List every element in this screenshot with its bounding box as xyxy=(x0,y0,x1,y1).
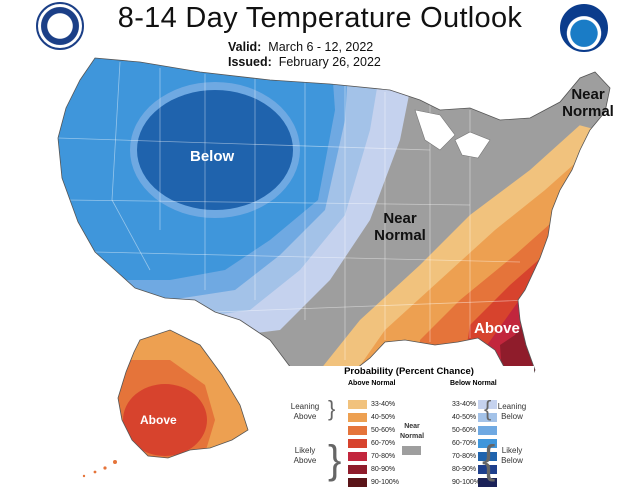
legend-below-swatch xyxy=(478,400,497,409)
valid-value: March 6 - 12, 2022 xyxy=(268,40,374,54)
legend-above-range: 33-40% xyxy=(371,401,396,408)
legend-likely-below: Likely Below xyxy=(501,446,523,465)
label-near-ne-line2: Normal xyxy=(562,103,614,120)
legend-above-range: 80-90% xyxy=(371,466,396,473)
legend-above-swatch xyxy=(348,400,367,409)
legend-title: Probability (Percent Chance) xyxy=(344,366,474,377)
legend-below-header: Below Normal xyxy=(450,380,497,387)
valid-line: Valid: March 6 - 12, 2022 xyxy=(228,40,373,54)
legend-above-range: 90-100% xyxy=(371,479,400,486)
legend-below-range: 90-100% xyxy=(452,479,481,486)
legend-below-range: 33-40% xyxy=(452,401,477,408)
brace-likely-above: } xyxy=(328,438,342,482)
brace-likely-below: { xyxy=(482,438,496,482)
legend-below-swatch xyxy=(478,465,497,474)
legend-near-swatch xyxy=(402,446,421,455)
aleutians xyxy=(82,460,117,478)
label-below: Below xyxy=(190,148,235,165)
issued-line: Issued: February 26, 2022 xyxy=(228,55,381,69)
legend-near-label: Near Normal xyxy=(392,422,432,442)
legend-above-header: Above Normal xyxy=(348,380,396,387)
page-title: 8-14 Day Temperature Outlook xyxy=(117,2,523,34)
valid-label: Valid: xyxy=(228,40,262,54)
brace-leaning-below: { xyxy=(484,396,492,421)
label-near-normal-central: Near Normal xyxy=(374,210,426,244)
legend-leaning-below: Leaning Below xyxy=(497,402,527,421)
alaska-outline xyxy=(117,329,249,459)
issued-value: February 26, 2022 xyxy=(278,55,381,69)
legend-below-range: 40-50% xyxy=(452,414,477,421)
legend-leaning-above: Leaning Above xyxy=(290,402,320,421)
brace-leaning-above: } xyxy=(328,396,336,421)
legend-above-range: 50-60% xyxy=(371,427,396,434)
noaa-logo xyxy=(560,4,608,52)
label-near-normal-ne: Near Normal xyxy=(560,86,616,120)
legend-below-range: 80-90% xyxy=(452,466,477,473)
label-near-ne-line1: Near xyxy=(571,86,605,103)
legend-above-swatch xyxy=(348,465,367,474)
legend-above-swatch xyxy=(348,413,367,422)
legend-above-range: 40-50% xyxy=(371,414,396,421)
legend-near-label-1: Near xyxy=(404,423,420,430)
legend-below-swatch xyxy=(478,439,497,448)
legend-above-range: 70-80% xyxy=(371,453,396,460)
doc-seal-logo xyxy=(36,2,84,50)
legend-below-swatch xyxy=(478,478,497,487)
legend-above-range: 60-70% xyxy=(371,440,396,447)
alaska-bands xyxy=(118,330,248,458)
legend-below-range: 70-80% xyxy=(452,453,477,460)
label-above-ak: Above xyxy=(140,413,177,427)
legend-near-label-2: Normal xyxy=(399,433,425,440)
legend-below-swatch xyxy=(478,452,497,461)
legend-above-swatch xyxy=(348,478,367,487)
legend: Probability (Percent Chance) Above Norma… xyxy=(284,366,534,492)
legend-below-swatch xyxy=(478,413,497,422)
legend-above-swatch xyxy=(348,452,367,461)
legend-below-range: 60-70% xyxy=(452,440,477,447)
legend-likely-above: Likely Above xyxy=(293,446,317,465)
issued-label: Issued: xyxy=(228,55,272,69)
label-above-se: Above xyxy=(474,320,520,337)
great-lakes xyxy=(414,109,456,151)
legend-below-swatch xyxy=(478,426,497,435)
legend-above-swatch xyxy=(348,426,367,435)
legend-below-range: 50-60% xyxy=(452,427,477,434)
legend-above-swatch xyxy=(348,439,367,448)
